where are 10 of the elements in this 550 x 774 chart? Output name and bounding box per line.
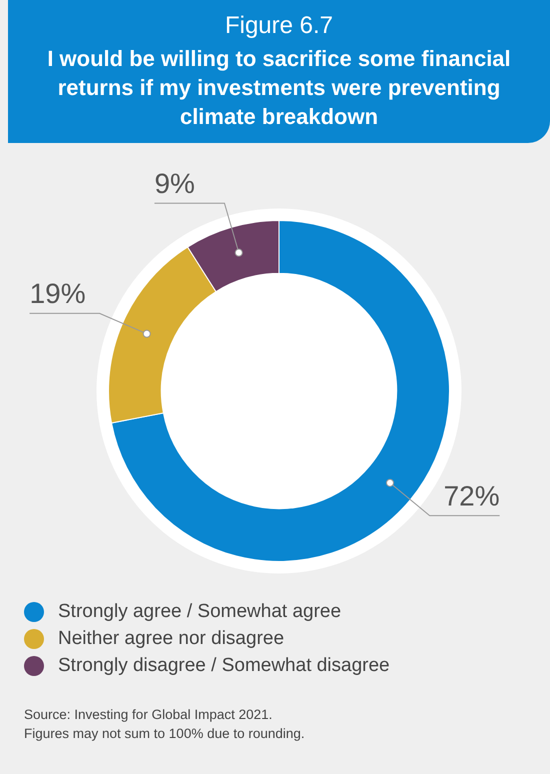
source-note: Source: Investing for Global Impact 2021. [24, 706, 274, 724]
legend-label: Strongly agree / Somewhat agree [58, 600, 342, 622]
legend-label: Strongly disagree / Somewhat disagree [58, 654, 390, 676]
data-label: 9% [154, 168, 195, 199]
chart-title: Figure 6.7 [224, 12, 334, 40]
data-label: 19% [30, 278, 86, 310]
data-label: 72% [444, 480, 500, 512]
text: Figures may not sum to 100% due to rounding. [24, 725, 306, 743]
chart-subtitle: I would be willing to sacrifice some financial returns if my investments were preventing climate breakdown [46, 45, 512, 131]
legend-label: Neither agree nor disagree [58, 628, 284, 650]
